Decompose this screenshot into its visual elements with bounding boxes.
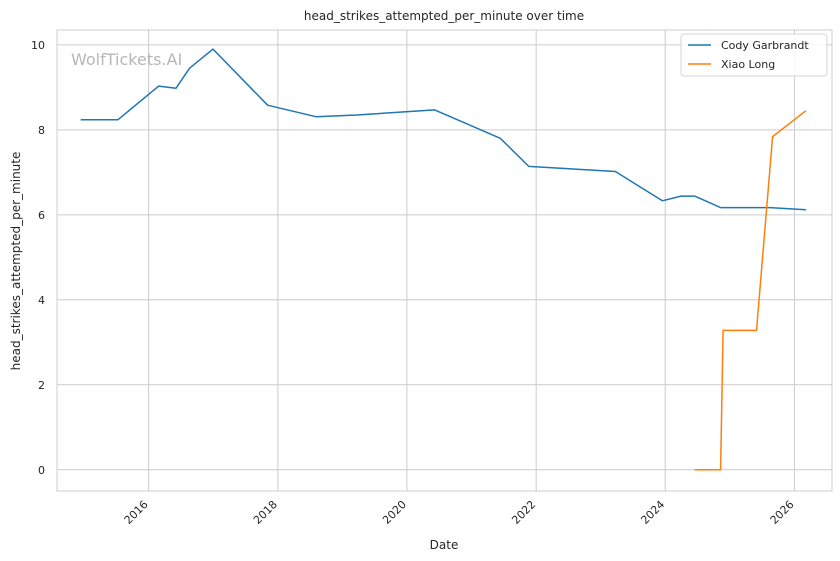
plot-frame bbox=[56, 29, 833, 492]
y-tick-label: 0 bbox=[38, 464, 45, 477]
series-line-cody-garbrandt bbox=[80, 48, 807, 211]
y-tick-label: 10 bbox=[31, 39, 45, 52]
series-layer bbox=[80, 48, 807, 471]
legend: Cody Garbrandt Xiao Long bbox=[680, 33, 828, 77]
legend-label: Cody Garbrandt bbox=[721, 39, 809, 52]
y-tick-label: 6 bbox=[38, 209, 45, 222]
y-tick-label: 4 bbox=[38, 294, 45, 307]
plot-area bbox=[57, 30, 832, 491]
y-tick-label: 8 bbox=[38, 124, 45, 137]
watermark: WolfTickets.AI bbox=[71, 50, 182, 69]
series-line-xiao-long bbox=[694, 110, 807, 471]
y-axis-label: head_strikes_attempted_per_minute bbox=[9, 152, 23, 371]
legend-box bbox=[680, 33, 828, 77]
y-tick-label: 2 bbox=[38, 379, 45, 392]
legend-label: Xiao Long bbox=[721, 58, 775, 71]
x-axis-label: Date bbox=[430, 538, 459, 552]
chart-title: head_strikes_attempted_per_minute over t… bbox=[304, 9, 584, 23]
